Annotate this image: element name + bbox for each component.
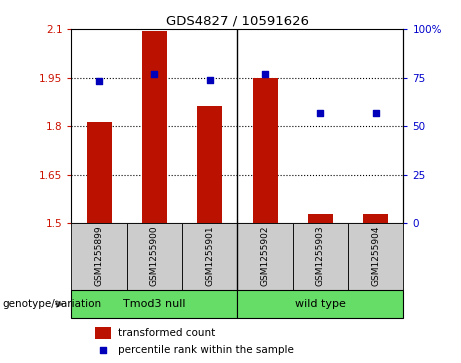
Title: GDS4827 / 10591626: GDS4827 / 10591626 (166, 15, 309, 28)
Bar (71, 223, 127, 290)
Text: GSM1255900: GSM1255900 (150, 225, 159, 286)
Text: wild type: wild type (295, 299, 346, 309)
Bar (71, 290, 237, 318)
Text: genotype/variation: genotype/variation (2, 299, 101, 309)
Point (206, 77, 213, 82)
Bar (348, 223, 403, 290)
Point (95, 78, 103, 84)
Text: GSM1255899: GSM1255899 (95, 225, 104, 286)
Point (151, 71, 158, 77)
Bar (363, 214, 388, 223)
Text: transformed count: transformed count (118, 328, 215, 338)
Point (261, 71, 269, 77)
Point (99, 347, 106, 353)
Text: percentile rank within the sample: percentile rank within the sample (118, 345, 294, 355)
Bar (237, 290, 403, 318)
Bar (237, 223, 293, 290)
Text: GSM1255902: GSM1255902 (260, 225, 270, 286)
Bar (142, 31, 167, 223)
Bar (127, 223, 182, 290)
Text: GSM1255903: GSM1255903 (316, 225, 325, 286)
Bar (308, 214, 333, 223)
Point (317, 110, 324, 115)
Point (372, 110, 379, 115)
Text: Tmod3 null: Tmod3 null (123, 299, 186, 309)
Bar (182, 223, 237, 290)
Bar (253, 78, 278, 223)
Text: GSM1255904: GSM1255904 (371, 225, 380, 286)
Text: GSM1255901: GSM1255901 (205, 225, 214, 286)
Bar (293, 223, 348, 290)
Bar (197, 106, 222, 223)
Bar (87, 122, 112, 223)
Bar (95, 327, 112, 339)
